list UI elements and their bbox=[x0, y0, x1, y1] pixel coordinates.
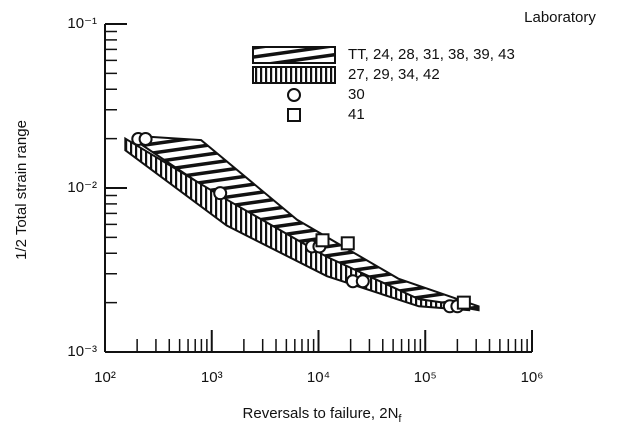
legend-label: 41 bbox=[348, 106, 365, 123]
x-axis-label: Reversals to failure, 2Nf bbox=[243, 405, 403, 425]
y-tick-label: 10⁻² bbox=[67, 179, 97, 196]
point bbox=[355, 274, 370, 289]
band bbox=[124, 136, 471, 312]
legend-label: 30 bbox=[348, 86, 365, 103]
x-tick-label: 10² bbox=[94, 369, 116, 386]
legend-swatch bbox=[252, 66, 336, 84]
point bbox=[340, 236, 355, 251]
y-tick-label: 10⁻¹ bbox=[67, 15, 97, 32]
x-tick-label: 10³ bbox=[201, 369, 223, 386]
x-axis-label-main: Reversals to failure, 2N bbox=[243, 405, 399, 422]
x-tick-label: 10⁶ bbox=[521, 369, 544, 386]
x-tick-label: 10⁵ bbox=[414, 369, 437, 386]
y-tick-label: 10⁻³ bbox=[67, 343, 97, 360]
legend-swatch bbox=[287, 88, 301, 102]
point bbox=[138, 131, 153, 146]
y-axis-label: 1/2 Total strain range bbox=[13, 120, 30, 260]
point bbox=[456, 295, 471, 310]
legend-title: Laboratory bbox=[524, 9, 596, 26]
x-axis-label-sub: f bbox=[398, 413, 402, 425]
x-tick-label: 10⁴ bbox=[307, 369, 330, 386]
legend-swatch bbox=[252, 46, 336, 64]
legend-label: TT, 24, 28, 31, 38, 39, 43 bbox=[348, 46, 515, 63]
point bbox=[315, 233, 330, 248]
point bbox=[213, 186, 228, 201]
legend-label: 27, 29, 34, 42 bbox=[348, 66, 440, 83]
band bbox=[134, 134, 480, 312]
legend-swatch bbox=[287, 108, 301, 122]
